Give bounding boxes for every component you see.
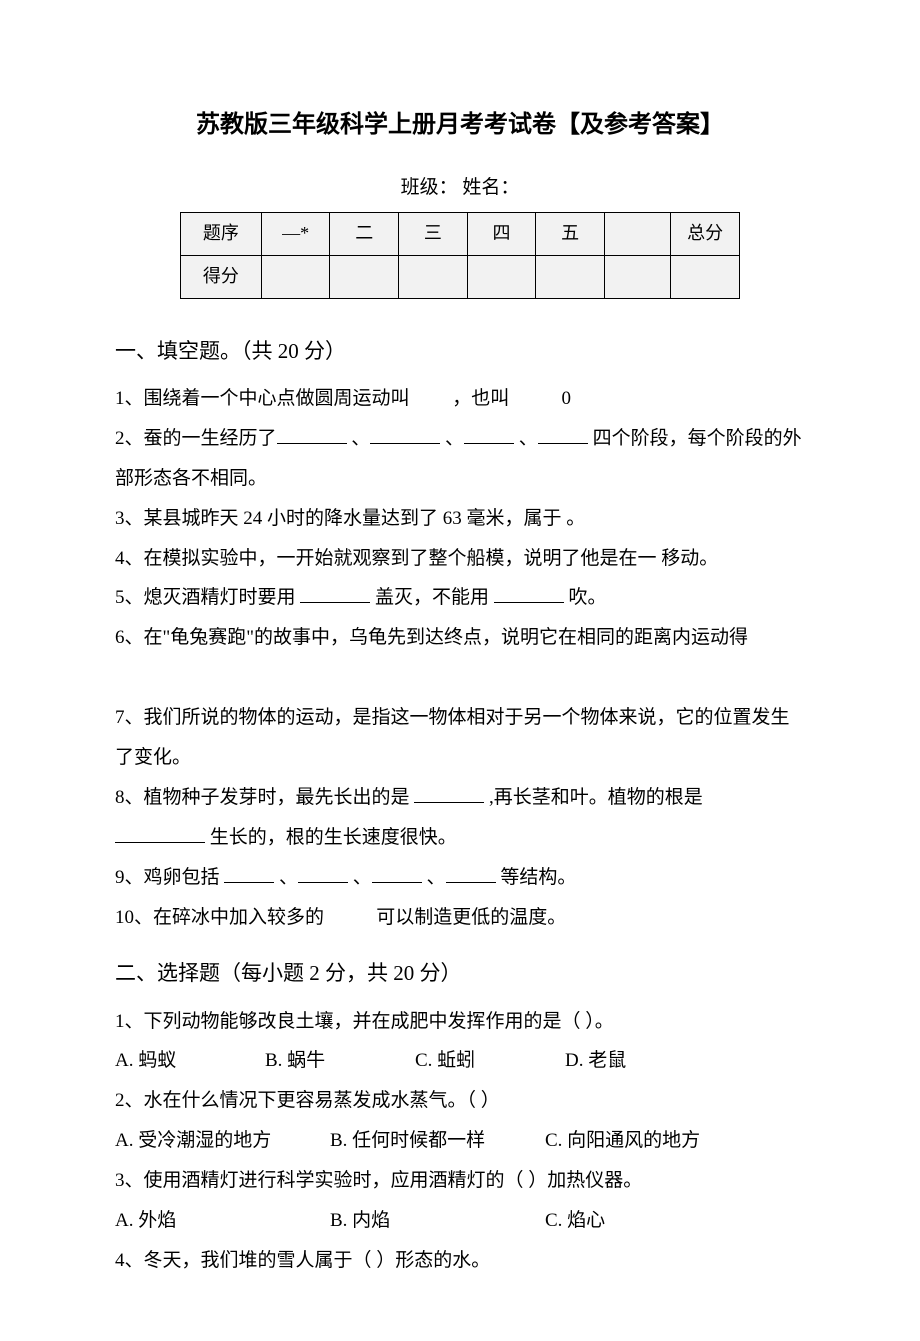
option-a: A. 受冷潮湿的地方 xyxy=(115,1121,330,1161)
blank xyxy=(464,424,514,444)
score-row-label: 题序 xyxy=(181,213,262,256)
fill-q1: 1、围绕着一个中心点做圆周运动叫 ，也叫 0 xyxy=(115,379,805,419)
fill-q5: 5、熄灭酒精灯时要用 盖灭，不能用 吹。 xyxy=(115,578,805,618)
score-row-label: 得分 xyxy=(181,256,262,299)
fill-q7: 7、我们所说的物体的运动，是指这一物体相对于另一个物体来说，它的位置发生了变化。 xyxy=(115,698,805,778)
text: ,再长茎和叶。植物的根是 xyxy=(489,787,703,808)
option-a: A. 蚂蚁 xyxy=(115,1041,265,1081)
score-cell xyxy=(330,256,399,299)
score-col: —* xyxy=(261,213,330,256)
fill-q6: 6、在"龟兔赛跑"的故事中，乌龟先到达终点，说明它在相同的距离内运动得 xyxy=(115,618,805,658)
score-col: 四 xyxy=(467,213,536,256)
score-col: 二 xyxy=(330,213,399,256)
blank xyxy=(446,863,496,883)
text: 2、蚕的一生经历了 xyxy=(115,428,277,449)
text: 、 xyxy=(351,428,370,449)
mc-q3-stem: 3、使用酒精灯进行科学实验时，应用酒精灯的（ ）加热仪器。 xyxy=(115,1161,805,1201)
score-col: 三 xyxy=(399,213,468,256)
blank xyxy=(538,424,588,444)
blank xyxy=(115,823,205,843)
text: 10、在碎冰中加入较多的 xyxy=(115,907,324,928)
score-table: 题序 —* 二 三 四 五 总分 得分 xyxy=(180,212,740,299)
text: 吹。 xyxy=(569,587,607,608)
fill-q4: 4、在模拟实验中，一开始就观察到了整个船模，说明了他是在一 移动。 xyxy=(115,539,805,579)
fill-q9: 9、鸡卵包括 、 、 、 等结构。 xyxy=(115,858,805,898)
option-c: C. 向阳通风的地方 xyxy=(545,1121,760,1161)
fill-q3: 3、某县城昨天 24 小时的降水量达到了 63 毫米，属于 。 xyxy=(115,499,805,539)
text: 可以制造更低的温度。 xyxy=(376,907,566,928)
blank xyxy=(414,783,484,803)
text: ，也叫 xyxy=(452,388,509,409)
text: 、 xyxy=(427,867,446,888)
fill-q8: 8、植物种子发芽时，最先长出的是 ,再长茎和叶。植物的根是 生长的，根的生长速度… xyxy=(115,778,805,858)
text: 5、熄灭酒精灯时要用 xyxy=(115,587,296,608)
mc-q3-options: A. 外焰 B. 内焰 C. 焰心 xyxy=(115,1201,805,1241)
text: 0 xyxy=(562,388,572,409)
mc-q1-options: A. 蚂蚁 B. 蜗牛 C. 蚯蚓 D. 老鼠 xyxy=(115,1041,805,1081)
text: 8、植物种子发芽时，最先长出的是 xyxy=(115,787,410,808)
exam-page: 苏教版三年级科学上册月考考试卷【及参考答案】 班级： 姓名： 题序 —* 二 三… xyxy=(0,0,920,1341)
score-col xyxy=(605,213,671,256)
blank xyxy=(298,863,348,883)
option-b: B. 蜗牛 xyxy=(265,1041,415,1081)
score-cell xyxy=(605,256,671,299)
text: 盖灭，不能用 xyxy=(375,587,489,608)
option-c: C. 焰心 xyxy=(545,1201,760,1241)
mc-q1-stem: 1、下列动物能够改良土壤，并在成肥中发挥作用的是（ ）。 xyxy=(115,1002,805,1042)
blank xyxy=(494,583,564,603)
blank xyxy=(277,424,347,444)
score-cell xyxy=(261,256,330,299)
text: 、 xyxy=(279,867,298,888)
score-cell xyxy=(399,256,468,299)
mc-q2-stem: 2、水在什么情况下更容易蒸发成水蒸气。（ ） xyxy=(115,1081,805,1121)
option-c: C. 蚯蚓 xyxy=(415,1041,565,1081)
table-row: 得分 xyxy=(181,256,740,299)
exam-title: 苏教版三年级科学上册月考考试卷【及参考答案】 xyxy=(115,100,805,150)
text: 、 xyxy=(519,428,538,449)
score-col: 总分 xyxy=(671,213,740,256)
text: 生长的，根的生长速度很快。 xyxy=(210,827,457,848)
blank xyxy=(300,583,370,603)
text: 、 xyxy=(353,867,372,888)
mc-q2-options: A. 受冷潮湿的地方 B. 任何时候都一样 C. 向阳通风的地方 xyxy=(115,1121,805,1161)
option-d: D. 老鼠 xyxy=(565,1041,715,1081)
score-cell xyxy=(536,256,605,299)
text: 、 xyxy=(445,428,464,449)
score-col: 五 xyxy=(536,213,605,256)
text: 9、鸡卵包括 xyxy=(115,867,220,888)
fill-q10: 10、在碎冰中加入较多的 可以制造更低的温度。 xyxy=(115,898,805,938)
fill-q6-blank xyxy=(115,658,805,698)
option-b: B. 内焰 xyxy=(330,1201,545,1241)
class-name-line: 班级： 姓名： xyxy=(115,168,805,208)
blank xyxy=(370,424,440,444)
section-2-heading: 二、选择题（每小题 2 分，共 20 分） xyxy=(115,951,805,995)
blank xyxy=(372,863,422,883)
option-b: B. 任何时候都一样 xyxy=(330,1121,545,1161)
text: 等结构。 xyxy=(500,867,576,888)
score-cell xyxy=(467,256,536,299)
score-cell xyxy=(671,256,740,299)
mc-q4-stem: 4、冬天，我们堆的雪人属于（ ）形态的水。 xyxy=(115,1241,805,1281)
table-row: 题序 —* 二 三 四 五 总分 xyxy=(181,213,740,256)
fill-q2: 2、蚕的一生经历了 、 、 、 四个阶段，每个阶段的外部形态各不相同。 xyxy=(115,419,805,499)
option-a: A. 外焰 xyxy=(115,1201,330,1241)
section-1-heading: 一、填空题。（共 20 分） xyxy=(115,329,805,373)
blank xyxy=(224,863,274,883)
text: 1、围绕着一个中心点做圆周运动叫 xyxy=(115,388,410,409)
